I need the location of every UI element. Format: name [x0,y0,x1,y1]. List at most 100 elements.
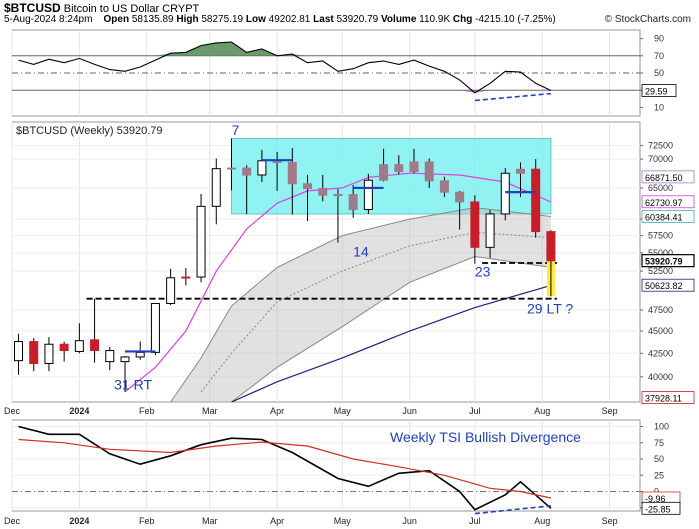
tsi-value-label: -25.85 [645,504,671,514]
price-value-box [641,170,695,184]
rsi-tick-label: 50 [654,68,664,78]
candle-body [379,164,389,181]
price-tick-label: 47500 [648,305,673,315]
price-value-label: 53920.79 [645,257,683,267]
price-tick-label: 52500 [648,266,673,276]
candle-body [44,343,54,364]
tsi-panel-frame [11,419,641,512]
chg-label: Chg [452,14,473,25]
tsi-tick-label: 0 [654,487,659,497]
x-axis-label: May [334,516,352,526]
price-tick-label: 55000 [648,248,673,258]
candle-body [257,160,267,176]
rsi-divergence-line [474,92,551,102]
candle-body [120,356,130,363]
price-value-label: 50623.82 [645,281,683,291]
tsi-line [18,425,552,511]
price-value-box [641,391,695,404]
candle-body [90,339,100,352]
price-tick-label: 42500 [648,348,673,358]
candle-body [455,191,465,203]
rsi-tick-label: 70 [654,51,664,61]
rsi-tick-label: 90 [654,34,664,44]
price-tick-label: 40000 [648,372,673,382]
x-axis-label: 2024 [69,516,89,526]
low-label: Low [245,14,266,25]
x-axis-label: Jul [469,406,481,416]
candle-body [135,351,145,358]
price-value-box [641,278,695,292]
candle-body [531,168,541,233]
candle-body [242,167,252,176]
price-tick-label: 45000 [648,326,673,336]
candle-body [470,201,480,248]
rsi-oversold-fill [459,90,551,93]
price-value-box [641,254,695,268]
low-value: 49202.81 [268,14,311,25]
candle-body [318,188,328,196]
tsi-signal-line [18,438,552,499]
rsi-overbought-fill [155,42,308,56]
x-axis-label: Jun [402,516,417,526]
price-annotation: 14 [353,244,369,260]
volume-value: 110.9K [419,14,451,25]
price-value-label: 66871.50 [645,173,683,183]
candle-body [29,341,39,364]
price-band-lower [231,255,551,402]
header-line-1: $BTCUSD Bitcoin to US Dollar CRYPT [4,1,199,15]
candle-body [287,161,297,185]
candle-body [226,167,236,170]
candle-body [74,340,84,352]
candle-body [500,172,510,215]
rsi-layer [12,41,640,94]
tsi-tick-label: 75 [654,438,664,448]
price-tick-label: 70000 [648,154,673,164]
tsi-layer [12,425,640,511]
candle-body [485,213,495,248]
price-value-box [641,195,695,209]
price-value-label: 37928.11 [645,394,682,404]
x-axis-label: Dec [4,516,21,526]
x-axis-label: Mar [202,516,218,526]
candle-body [515,168,525,174]
candle-body [166,277,176,305]
price-annotation: 7 [231,122,239,138]
tsi-value-label: -9.96 [645,494,666,504]
candle-body [424,161,434,182]
exchange: CRYPT [162,3,200,15]
candle-body [546,231,556,262]
price-band-fill [170,207,551,402]
tsi-tick-label: 50 [654,454,664,464]
price-tick-label: 72500 [648,140,673,150]
rsi-last-value-box [641,84,677,97]
candle-body [333,194,343,197]
candle-body [363,179,373,210]
candle-body [59,343,69,352]
high-value: 58275.19 [201,14,244,25]
tsi-value-box [641,501,681,515]
chg-value: -4215.10 (-7.25%) [475,14,556,25]
x-axis-label: 2024 [69,406,89,416]
open-value: 58135.89 [131,14,174,25]
ichimoku-box [230,138,552,215]
price-tick-label: 65000 [648,183,673,193]
tsi-title: Weekly TSI Bullish Divergence [390,429,581,445]
candle-body [14,341,24,362]
price-layer [12,138,640,402]
tsi-tick-label: 100 [654,422,669,432]
price-annotation: 23 [475,263,491,279]
volume-label: Volume [381,14,417,25]
candle-body [196,205,206,278]
last-label: Last [313,14,334,25]
candle-body [105,350,115,363]
x-axis-label: Apr [270,516,284,526]
tsi-divergence-line [474,505,551,515]
rsi-tick-label: 10 [654,102,664,112]
open-label: Open [103,14,130,25]
x-axis-label: May [334,406,352,416]
candle-body [211,168,221,207]
x-axis-label: Aug [534,516,550,526]
candle-body [439,180,449,193]
